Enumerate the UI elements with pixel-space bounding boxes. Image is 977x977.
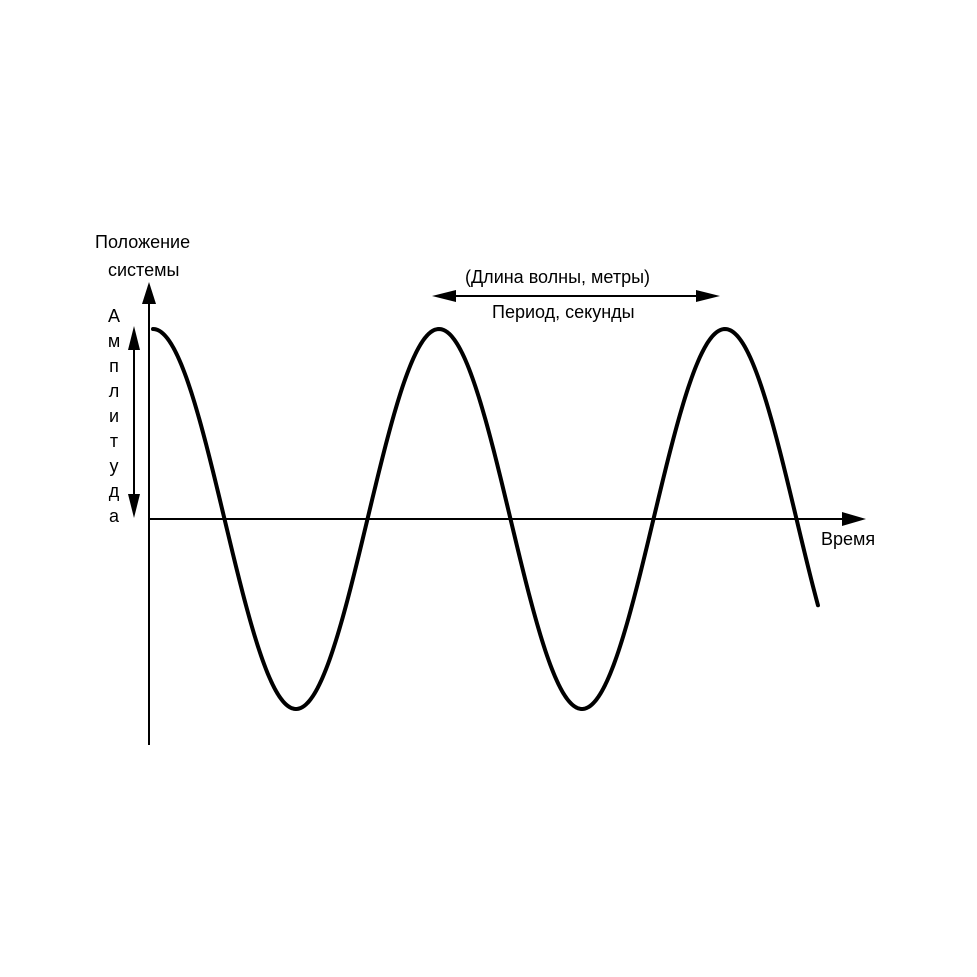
wavelength-label: (Длина волны, метры) (465, 267, 650, 287)
y-axis-label-line1: Положение (95, 232, 190, 252)
amplitude-arrowhead-bottom (128, 494, 140, 518)
amplitude-letter: д (109, 481, 120, 501)
period-arrowhead-left (432, 290, 456, 302)
amplitude-letter: м (108, 331, 120, 351)
amplitude-letter: т (110, 431, 118, 451)
period-arrowhead-right (696, 290, 720, 302)
amplitude-letter: п (109, 356, 119, 376)
x-axis-label: Время (821, 529, 875, 549)
wave-curve (151, 327, 820, 711)
amplitude-letter: и (109, 406, 119, 426)
amplitude-arrowhead-top (128, 326, 140, 350)
amplitude-letter: а (109, 506, 120, 526)
amplitude-letter: у (110, 456, 119, 476)
amplitude-letter: л (109, 381, 120, 401)
y-axis-arrowhead (142, 282, 156, 304)
amplitude-label: А м п л и т у д а (108, 306, 120, 526)
period-label: Период, секунды (492, 302, 635, 322)
amplitude-letter: А (108, 306, 120, 326)
y-axis-label-line2: системы (108, 260, 179, 280)
x-axis-arrowhead (842, 512, 866, 526)
